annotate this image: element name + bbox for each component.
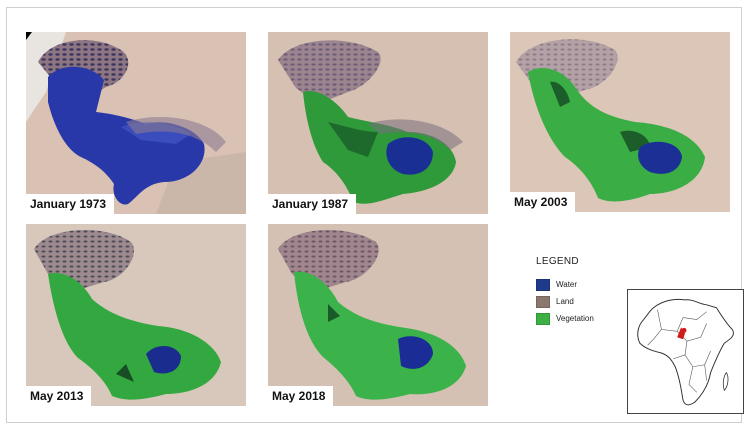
legend-label: Water [556, 280, 578, 289]
image-caption: May 2003 [510, 192, 576, 212]
water-swatch [536, 278, 550, 291]
image-caption: January 1973 [26, 194, 115, 214]
legend: LEGEND Water Land Vegetation [536, 256, 626, 327]
image-caption: May 2018 [268, 386, 334, 406]
legend-item-land: Land [536, 293, 626, 310]
lake-chad-location-marker [677, 327, 686, 340]
satellite-image-1987: January 1987 [268, 32, 488, 214]
satellite-image-2003: May 2003 [510, 32, 730, 212]
legend-label: Land [556, 297, 574, 306]
satellite-image-2013: May 2013 [26, 224, 246, 406]
vegetation-swatch [536, 312, 550, 325]
image-caption: May 2013 [26, 386, 92, 406]
legend-title: LEGEND [536, 256, 579, 267]
legend-label: Vegetation [556, 314, 594, 323]
legend-item-vegetation: Vegetation [536, 310, 626, 327]
satellite-image-1973: January 1973 [26, 32, 246, 214]
satellite-image-2018: May 2018 [268, 224, 488, 406]
land-swatch [536, 295, 550, 308]
image-caption: January 1987 [268, 194, 357, 214]
legend-item-water: Water [536, 276, 626, 293]
africa-locator-map [627, 289, 744, 414]
